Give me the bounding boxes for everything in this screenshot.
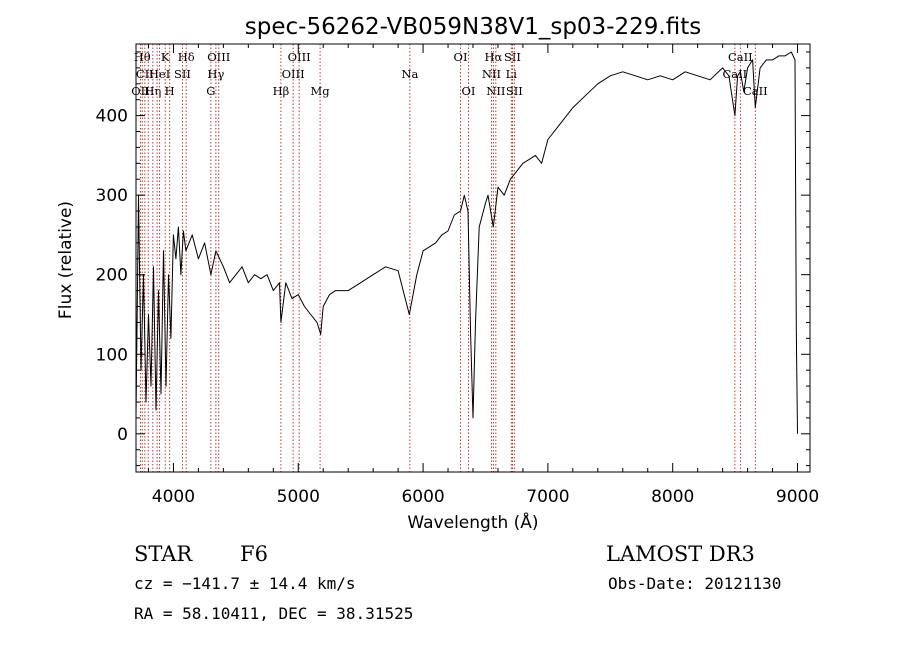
- spectral-line-label: SII: [174, 67, 191, 81]
- object-class: STAR: [134, 542, 193, 566]
- x-axis: 4000 5000 6000 7000 8000 9000: [147, 44, 819, 507]
- spectral-line-label: CaII: [743, 84, 768, 98]
- spectral-line-label: NII: [486, 84, 505, 98]
- spectral-line-label: OIII: [282, 67, 305, 81]
- spectral-line-label: OIII: [288, 50, 311, 64]
- spectral-line-label: H: [165, 84, 175, 98]
- spectral-line-label: CII: [136, 67, 154, 81]
- y-tick-label: 100: [96, 345, 128, 365]
- spectral-line-label: HeI: [149, 67, 170, 81]
- x-axis-label: Wavelength (Å): [407, 511, 538, 533]
- spectral-line-label: Hγ: [207, 67, 224, 81]
- redshift-cz: cz = −141.7 ± 14.4 km/s: [134, 574, 356, 593]
- ra-dec-coordinates: RA = 58.10411, DEC = 38.31525: [134, 604, 413, 623]
- spectral-line-label: Hα: [484, 50, 502, 64]
- chart-title: spec-56262-VB059N38V1_sp03-229.fits: [245, 14, 701, 40]
- spectral-line-label: SII: [506, 84, 523, 98]
- spectral-line-label: Na: [401, 67, 418, 81]
- spectral-line-label: OIII: [207, 50, 230, 64]
- spectrum-series: [135, 51, 798, 434]
- x-tick-label: 9000: [776, 487, 819, 507]
- observation-date: Obs-Date: 20121130: [608, 574, 781, 593]
- y-axis-label: Flux (relative): [56, 201, 76, 319]
- spectral-line-label: CaII: [728, 50, 753, 64]
- x-tick-label: 5000: [277, 487, 320, 507]
- spectral-line-label: Hη: [144, 84, 161, 98]
- spectral-line-label: Hθ: [134, 50, 151, 64]
- spectral-line-label: OI: [462, 84, 476, 98]
- spectral-line-markers: OIIHθCIIHηHeIKHSIIHδGHγOIIIHβOIIIOIIIMgN…: [131, 44, 768, 472]
- x-tick-label: 4000: [152, 487, 195, 507]
- y-tick-label: 200: [96, 266, 128, 286]
- y-axis: 0 100 200 300 400: [96, 51, 810, 467]
- x-tick-label: 8000: [651, 487, 694, 507]
- spectral-line-label: Hβ: [273, 84, 290, 98]
- spectral-line-label: G: [206, 84, 215, 98]
- spectral-line-label: SII: [504, 50, 521, 64]
- spectral-line-label: K: [161, 50, 170, 64]
- x-tick-label: 7000: [526, 487, 569, 507]
- x-tick-label: 6000: [401, 487, 444, 507]
- spectral-line-label: Mg: [311, 84, 331, 98]
- spectral-line-label: OI: [454, 50, 468, 64]
- y-tick-label: 400: [96, 107, 128, 127]
- survey-name: LAMOST DR3: [606, 542, 755, 566]
- y-tick-label: 0: [117, 425, 128, 445]
- spectral-line-label: CaII: [722, 67, 747, 81]
- object-subclass: F6: [240, 542, 268, 566]
- spectrum-line: [135, 51, 798, 434]
- spectral-line-label: Li: [506, 67, 518, 81]
- spectral-line-label: NII: [482, 67, 501, 81]
- spectral-line-label: Hδ: [178, 50, 195, 64]
- y-tick-label: 300: [96, 186, 128, 206]
